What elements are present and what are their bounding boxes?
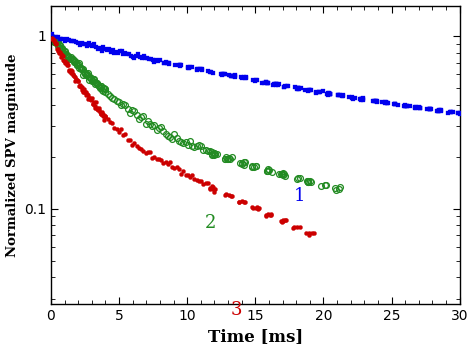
Text: 2: 2 xyxy=(205,214,216,232)
Y-axis label: Normalized SPV magnitude: Normalized SPV magnitude xyxy=(6,53,18,257)
Text: 3: 3 xyxy=(231,300,242,319)
Text: 1: 1 xyxy=(293,187,305,205)
X-axis label: Time [ms]: Time [ms] xyxy=(208,329,303,345)
